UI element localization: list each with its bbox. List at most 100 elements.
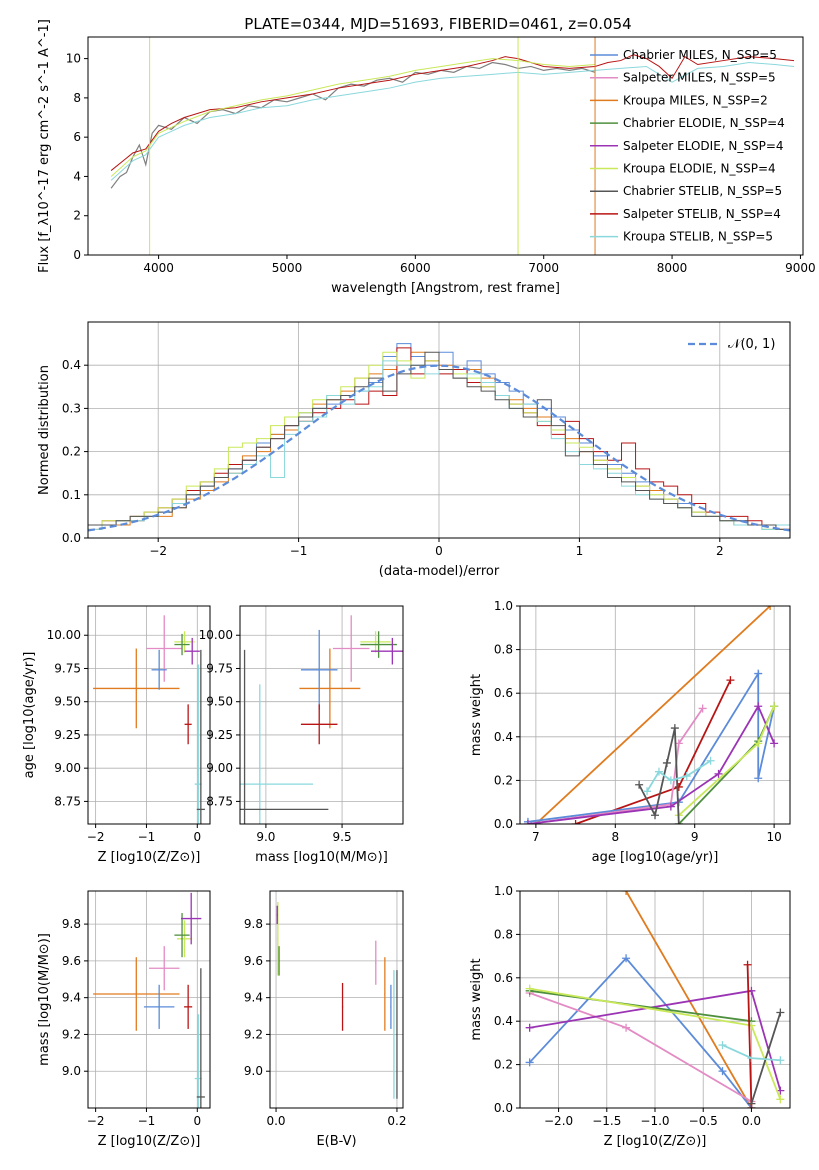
mass-weight-series-line [529,989,752,1023]
plot-area [88,343,790,532]
x-tick-label: 9.0 [256,830,275,844]
x-tick-label: 9.5 [333,830,352,844]
x-tick-label: 9 [691,830,699,844]
mass-weight-series-line [528,956,753,1108]
mass-weight-marker [714,769,723,778]
mass-weight-marker [776,1095,785,1104]
legend-entry: Kroupa MILES, N_SSP=2 [623,93,768,107]
mass-weight-marker [622,954,631,963]
axes-frame [239,605,404,825]
y-tick-label: 0.4 [494,1014,513,1028]
x-tick-label: 1 [576,544,584,558]
x-axis-label: age [log10(age/yr)] [592,850,719,865]
mass-weight-marker [682,772,691,781]
mass-weight-marker [770,739,779,748]
y-tick-label: 10.00 [199,628,233,642]
x-axis-label: mass [log10(M/M⊙)] [255,850,388,865]
plot-area [110,37,795,255]
y-tick-label: 1.0 [494,599,513,613]
mass-weight-series-line [750,1012,782,1104]
y-tick-label: 0.4 [62,358,81,372]
x-tick-label: −1 [138,1114,156,1128]
y-tick-label: 9.00 [206,761,233,775]
x-axis-label: Z [log10(Z/Z⊙)] [604,1134,707,1149]
x-tick-label: 0.0 [266,1114,285,1128]
x-tick-label: 0.2 [387,1114,406,1128]
axes-frame [87,605,211,825]
y-tick-label: 0.2 [62,445,81,459]
mass-weight-marker [571,820,580,824]
y-tick-label: 10 [66,52,81,66]
y-tick-label: 0.4 [494,730,513,744]
legend-entry: Chabrier ELODIE, N_SSP=4 [623,116,785,130]
x-tick-label: −2.0 [544,1114,573,1128]
x-tick-label: 0 [193,1114,201,1128]
x-tick-label: −2 [87,830,105,844]
mass-weight-marker [754,774,763,783]
y-tick-label: 8.75 [54,794,81,808]
y-axis-label: Normed distribution [37,365,52,495]
axes-frame [87,36,804,256]
mass-weight-marker [743,960,752,969]
y-axis-label: age [log10(age/yr)] [22,652,37,779]
mass-weight-marker [622,891,631,895]
age-vs-metallicity-panel: −2 −1 0 8.75 9.00 9.25 9.50 9.75 10.00 Z [log10(Z… [22,605,211,865]
y-axis-label: mass [log10(M/M⊙)] [37,933,52,1066]
mass-weight-marker [666,776,675,785]
y-tick-label: 9.25 [206,728,233,742]
y-tick-label: 0.8 [494,927,513,941]
normal-distribution-curve [88,364,790,532]
y-tick-label: 9.25 [54,728,81,742]
mass-weight-vs-age-panel: 7 8 9 10 0.0 0.2 0.4 0.6 0.8 1.0 age [log10(age/yr… [469,599,791,865]
y-tick-label: 9.0 [62,1064,81,1078]
mass-weight-marker [776,1008,785,1017]
mass-weight-marker [706,756,715,765]
y-tick-label: 0.2 [494,773,513,787]
mass-weight-marker [525,984,534,993]
y-tick-label: 9.0 [244,1064,263,1078]
mass-weight-marker [666,802,675,811]
x-tick-label: −1.0 [640,1114,669,1128]
mass-weight-marker [674,782,683,791]
mass-weight-marker [525,1023,534,1032]
x-tick-label: 9000 [785,261,816,275]
y-tick-label: 8 [73,91,81,105]
mass-vs-extinction-panel: 0.0 0.2 9.0 9.2 9.4 9.6 9.8 E(B-V) [244,890,407,1149]
y-tick-label: 9.2 [62,1027,81,1041]
mass-weight-marker [643,787,652,796]
mass-weight-series-line [535,606,771,824]
x-tick-label: 8 [611,830,619,844]
spectrum-panel: 4000 5000 6000 7000 8000 9000 0 2 4 6 8 10 wavelengt… [37,19,816,296]
x-tick-label: −2 [149,544,167,558]
age-vs-mass-panel: 9.0 9.5 8.75 9.00 9.25 9.50 9.75 10.00 mass [log… [199,605,404,865]
y-tick-label: 9.75 [54,661,81,675]
plot-area [240,615,403,824]
y-tick-label: 1.0 [494,884,513,898]
x-axis-label: wavelength [Angstrom, rest frame] [331,281,560,296]
mass-weight-marker [635,780,644,789]
y-tick-label: 0.6 [494,971,513,985]
y-tick-label: 9.50 [54,695,81,709]
plot-area [523,606,779,824]
legend-entry: Kroupa STELIB, N_SSP=5 [623,230,773,244]
plot-area [93,892,205,1108]
y-axis-label: Flux [f_λ10^-17 erg cm^-2 s^-1 A^-1] [37,19,52,273]
mass-weight-marker [670,724,679,733]
mass-vs-metallicity-panel: −2 −1 0 9.0 9.2 9.4 9.6 9.8 Z [log10(Z/Z⊙)] mass … [37,890,211,1149]
y-tick-label: 0 [73,248,81,262]
y-tick-label: 0.3 [62,401,81,415]
histogram-step-line [88,351,790,530]
x-tick-label: 5000 [272,261,303,275]
x-axis-label: Z [log10(Z/Z⊙)] [98,850,201,865]
mass-weight-marker [747,1054,756,1063]
x-tick-label: 10 [766,830,781,844]
legend-entry: Kroupa ELODIE, N_SSP=4 [623,162,776,176]
mass-weight-marker [622,1023,631,1032]
y-tick-label: 9.8 [244,917,263,931]
y-tick-label: 9.50 [206,695,233,709]
mass-weight-series-line [527,670,775,823]
mass-weight-marker [726,676,735,685]
y-tick-label: 8.75 [206,794,233,808]
x-tick-label: 2 [716,544,724,558]
y-tick-label: 9.4 [244,991,263,1005]
